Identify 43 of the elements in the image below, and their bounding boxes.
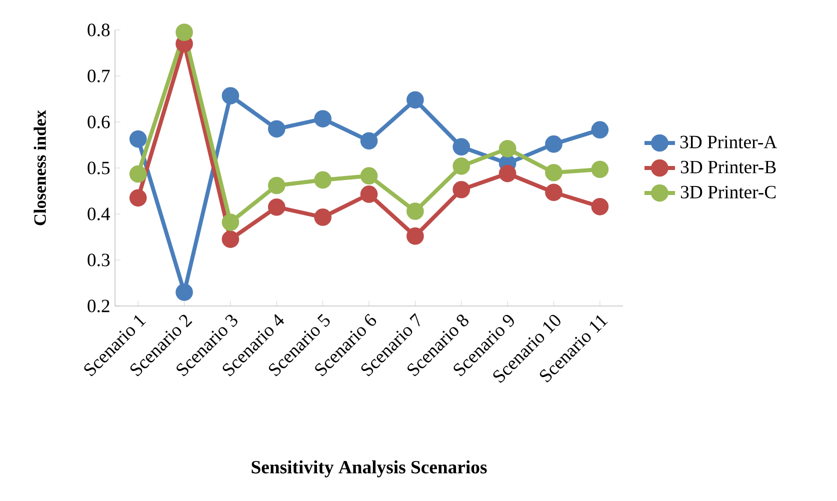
x-axis-title: Sensitivity Analysis Scenarios — [252, 460, 487, 478]
point — [360, 132, 378, 150]
point — [268, 120, 286, 138]
point — [222, 214, 240, 231]
point — [129, 189, 147, 207]
point — [129, 165, 147, 183]
y-tick-label: 0.5 — [88, 162, 110, 174]
point — [360, 186, 378, 203]
point — [268, 198, 286, 216]
point — [452, 138, 470, 156]
point — [498, 164, 516, 182]
point — [268, 176, 286, 194]
legend-label: 3D Printer-B — [680, 160, 776, 174]
point — [314, 171, 332, 189]
y-tick-label: 0.8 — [88, 24, 110, 36]
legend-label: 3D Printer-C — [680, 186, 776, 198]
point — [545, 164, 562, 182]
point — [222, 230, 240, 248]
y-tick-label: 0.2 — [88, 300, 110, 312]
y-tick-label: 0.3 — [88, 254, 110, 266]
point — [591, 160, 609, 178]
point — [591, 198, 609, 216]
point — [545, 135, 562, 153]
y-tick-label: 0.6 — [88, 116, 110, 128]
point — [498, 140, 516, 158]
point — [222, 87, 240, 104]
point — [314, 110, 332, 128]
point — [452, 180, 470, 198]
point — [360, 167, 378, 184]
point — [406, 91, 424, 109]
point — [176, 24, 193, 41]
y-tick-label: 0.7 — [88, 70, 110, 82]
point — [591, 121, 609, 138]
y-tick-label: 0.4 — [88, 208, 110, 220]
point — [314, 208, 332, 226]
point — [406, 227, 424, 245]
point — [176, 284, 193, 301]
point — [129, 130, 147, 148]
point — [406, 202, 424, 220]
point — [545, 184, 562, 202]
y-axis-title: Closeness index — [34, 110, 46, 226]
point — [452, 158, 470, 175]
legend-label: 3D Printer-A — [680, 136, 777, 148]
